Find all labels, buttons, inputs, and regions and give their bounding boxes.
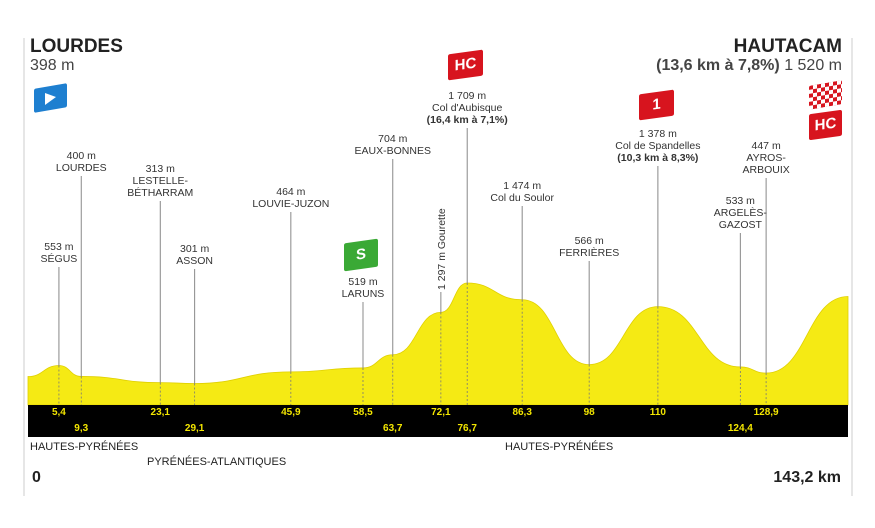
waypoint-name: LARUNS — [341, 288, 385, 300]
hc-climb-badge-aubisque: HC — [448, 49, 483, 81]
waypoint-label: 704 m EAUX-BONNES — [355, 133, 431, 157]
waypoint-label: 447 m AYROS- ARBOUIX — [742, 140, 789, 176]
waypoint-name: ARBOUIX — [742, 164, 790, 176]
waypoint-climb-stats: (10,3 km à 8,3%) — [617, 152, 699, 164]
department-hautes-pyrenees-1: HAUTES-PYRÉNÉES — [30, 441, 139, 453]
km-marker-label: 23,1 — [150, 407, 170, 418]
km-marker-label: 5,4 — [51, 407, 66, 418]
waypoint-name: ARGELÈS- — [713, 207, 767, 219]
waypoint-elevation: 447 m — [751, 140, 781, 152]
cat1-climb-badge-spandelles: 1 — [639, 89, 674, 121]
axis-end-label: 143,2 km — [773, 469, 841, 486]
waypoint-elevation: 1 709 m — [448, 90, 487, 102]
waypoint-name: BÉTHARRAM — [127, 187, 194, 199]
waypoint-elevation: 553 m — [44, 241, 74, 253]
km-marker-label: 58,5 — [353, 407, 373, 418]
waypoint-label: 566 m FERRIÈRES — [559, 235, 619, 259]
sprint-badge: S — [344, 238, 378, 272]
km-marker-label: 45,9 — [281, 407, 301, 418]
axis-start-label: 0 — [32, 469, 41, 486]
waypoint-name: LOURDES — [55, 162, 107, 174]
frame-border — [23, 38, 853, 496]
waypoint-elevation: 1 378 m — [638, 128, 677, 140]
waypoint-name: GAZOST — [718, 219, 762, 231]
elevation-profile-area — [27, 282, 849, 406]
waypoint-label: 313 m LESTELLE- BÉTHARRAM — [127, 163, 193, 199]
waypoint-elevation: 1 474 m — [503, 180, 542, 192]
waypoint-name: LOUVIE-JUZON — [252, 198, 330, 210]
waypoint-label: 519 m LARUNS — [342, 276, 385, 300]
km-marker-label: 76,7 — [457, 423, 477, 434]
km-marker-label: 9,3 — [74, 423, 89, 434]
waypoint-label: 1 378 m Col de Spandelles (10,3 km à 8,3%) — [615, 128, 700, 164]
waypoint-label: 533 m ARGELÈS- GAZOST — [714, 195, 767, 231]
km-marker-label: 72,1 — [431, 407, 451, 418]
hc-climb-badge-finish: HC — [809, 109, 842, 141]
finish-climb: (13,6 km à 7,8%) — [656, 57, 780, 74]
waypoint-elevation: 313 m — [145, 163, 175, 175]
waypoint-label: 553 m SÉGUS — [41, 241, 78, 265]
department-pyrenees-atlantiques: PYRÉNÉES-ATLANTIQUES — [147, 456, 287, 468]
km-marker-label: 63,7 — [383, 423, 403, 434]
waypoint-name: Col du Soulor — [490, 192, 554, 204]
waypoint-elevation: 301 m — [180, 243, 210, 255]
waypoint-name: AYROS- — [746, 152, 786, 164]
waypoint-elevation: 704 m — [378, 133, 408, 145]
waypoint-elevation: 519 m — [348, 276, 378, 288]
waypoint-name: Col d'Aubisque — [432, 102, 503, 114]
waypoint-name: SÉGUS — [40, 253, 78, 265]
finish-info: (13,6 km à 7,8%) 1 520 m — [656, 57, 842, 75]
distance-band — [28, 405, 848, 437]
start-elevation: 398 m — [30, 57, 75, 74]
waypoint-label: 1 474 m Col du Soulor — [490, 180, 554, 204]
finish-name: HAUTACAM — [733, 36, 842, 57]
waypoint-name: FERRIÈRES — [559, 247, 620, 259]
waypoint-elevation: 400 m — [66, 150, 96, 162]
km-marker-label: 86,3 — [512, 407, 532, 418]
km-marker-label: 29,1 — [184, 423, 205, 434]
department-hautes-pyrenees-2: HAUTES-PYRÉNÉES — [505, 441, 614, 453]
waypoint-label: 301 m ASSON — [176, 243, 213, 267]
waypoint-name: Col de Spandelles — [615, 140, 701, 152]
waypoint-label: 464 m LOUVIE-JUZON — [252, 186, 329, 210]
waypoint-name: EAUX-BONNES — [354, 145, 431, 157]
waypoint-climb-stats: (16,4 km à 7,1%) — [426, 114, 508, 126]
km-marker-label: 98 — [583, 407, 595, 418]
waypoint-name: LESTELLE- — [132, 175, 188, 187]
km-marker-label: 124,4 — [727, 423, 753, 434]
finish-elevation: 1 520 m — [784, 57, 842, 74]
waypoint-label: 400 m LOURDES — [56, 150, 107, 174]
km-marker-label: 110 — [649, 407, 666, 418]
km-marker-label: 128,9 — [753, 407, 779, 418]
waypoint-name: ASSON — [176, 255, 214, 267]
waypoint-label: 1 709 m Col d'Aubisque (16,4 km à 7,1%) — [427, 90, 508, 126]
start-name: LOURDES — [30, 36, 123, 57]
waypoint-elevation: 566 m — [574, 235, 604, 247]
waypoint-elevation: 464 m — [276, 186, 306, 198]
waypoint-elevation: 533 m — [725, 195, 755, 207]
waypoint-label-gourette: 1 297 m Gourette — [436, 208, 448, 290]
